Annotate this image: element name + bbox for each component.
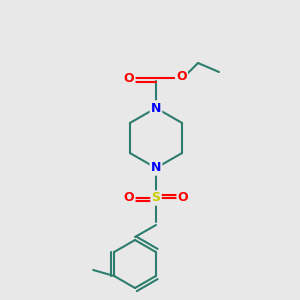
Text: O: O	[124, 191, 134, 205]
Text: N: N	[151, 161, 161, 175]
Text: O: O	[176, 70, 187, 83]
Text: O: O	[124, 71, 134, 85]
Text: S: S	[152, 191, 160, 205]
Text: N: N	[151, 101, 161, 115]
Text: O: O	[178, 191, 188, 205]
